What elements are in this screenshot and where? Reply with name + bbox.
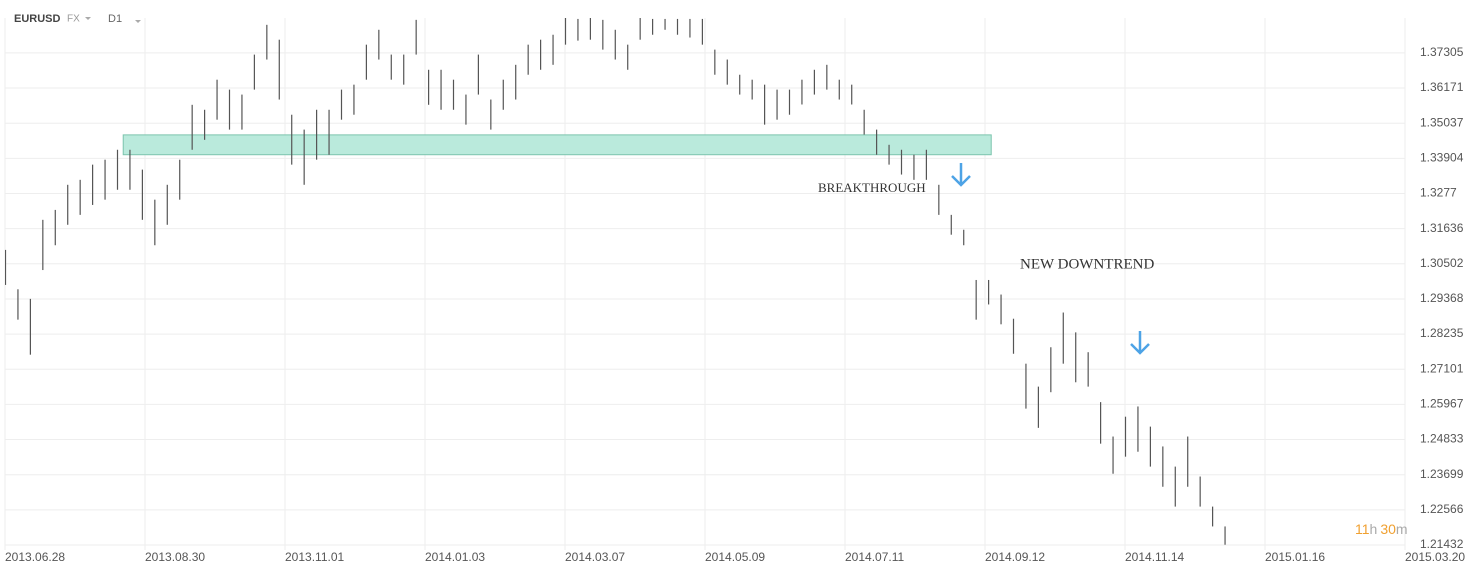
y-tick-label: 1.28235 (1420, 326, 1464, 340)
y-tick-label: 1.21432 (1420, 537, 1464, 551)
arrow (951, 163, 1150, 355)
y-tick-label: 1.27101 (1420, 361, 1464, 375)
y-tick-label: 1.29368 (1420, 291, 1464, 305)
y-tick-label: 1.24833 (1420, 432, 1464, 446)
y-tick-label: 1.37305 (1420, 45, 1464, 59)
x-tick-label: 2015.03.20 (1405, 550, 1465, 564)
x-tick-label: 2013.08.30 (145, 550, 205, 564)
timeframe[interactable]: D1 (108, 13, 122, 25)
countdown-unit: h (1370, 521, 1378, 537)
symbol[interactable]: EURUSD (14, 13, 61, 25)
y-tick-label: 1.35037 (1420, 115, 1464, 129)
x-tick-label: 2014.07.11 (845, 550, 904, 564)
timeframe-caret[interactable] (135, 20, 141, 23)
countdown-hours: 11 (1355, 521, 1370, 537)
y-tick-label: 1.36171 (1420, 80, 1464, 94)
resistance-zone (122, 134, 992, 156)
x-tick-label: 2013.11.01 (285, 550, 344, 564)
y-tick-label: 1.33904 (1420, 150, 1464, 164)
y-tick-label: 1.23699 (1420, 467, 1464, 481)
y-tick-label: 1.30502 (1420, 256, 1464, 270)
x-tick-label: 2014.11.14 (1125, 550, 1184, 564)
countdown-minutes: 30 (1380, 521, 1396, 537)
x-tick-label: 2014.09.12 (985, 550, 1045, 564)
x-tick-label: 2013.06.28 (5, 550, 65, 564)
y-tick-label: 1.31636 (1420, 221, 1464, 235)
x-tick-label: 2014.03.07 (565, 550, 625, 564)
annotation: BREAKTHROUGH (818, 180, 926, 195)
market[interactable]: FX (67, 14, 80, 25)
y-tick-label: 1.22566 (1420, 502, 1464, 516)
y-tick-label: 1.25967 (1420, 397, 1464, 411)
market-caret[interactable] (85, 17, 91, 20)
annotation: NEW DOWNTREND (1020, 256, 1154, 272)
countdown-unit: m (1396, 521, 1408, 537)
countdown: 11h 30m (1355, 521, 1408, 537)
x-tick-label: 2014.01.03 (425, 550, 485, 564)
x-tick-label: 2015.01.16 (1265, 550, 1325, 564)
x-tick-label: 2014.05.09 (705, 550, 765, 564)
y-tick-label: 1.3277 (1420, 186, 1457, 200)
